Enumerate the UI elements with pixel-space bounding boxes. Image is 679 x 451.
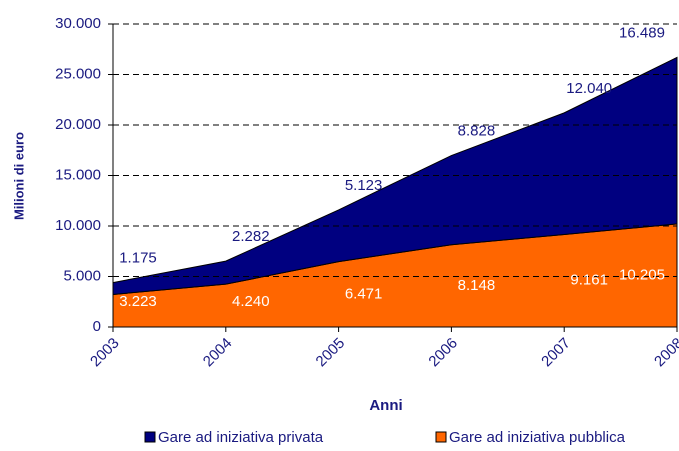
x-tick-label: 2008 bbox=[651, 335, 679, 371]
legend-label: Gare ad iniziativa pubblica bbox=[449, 429, 626, 446]
x-tick-label: 2006 bbox=[425, 335, 461, 371]
data-label: 9.161 bbox=[570, 272, 608, 289]
x-axis-label: Anni bbox=[369, 397, 402, 414]
data-label: 2.282 bbox=[232, 228, 270, 245]
y-tick-label: 25.000 bbox=[55, 65, 101, 82]
data-label: 3.223 bbox=[119, 293, 157, 310]
data-label: 8.828 bbox=[458, 123, 496, 140]
data-label: 4.240 bbox=[232, 293, 270, 310]
area bbox=[112, 56, 678, 295]
data-label: 6.471 bbox=[345, 285, 383, 302]
y-tick-label: 15.000 bbox=[55, 166, 101, 183]
data-label: 12.040 bbox=[566, 80, 612, 97]
legend-label: Gare ad iniziativa privata bbox=[158, 429, 324, 446]
x-tick-label: 2007 bbox=[538, 335, 574, 371]
data-label: 5.123 bbox=[345, 177, 383, 194]
data-label: 10.205 bbox=[619, 266, 665, 283]
y-axis-label: Milioni di euro bbox=[11, 132, 26, 220]
legend-swatch bbox=[144, 431, 156, 443]
y-tick-label: 5.000 bbox=[63, 267, 101, 284]
x-tick-label: 2004 bbox=[200, 335, 236, 371]
y-tick-label: 20.000 bbox=[55, 116, 101, 133]
y-tick-label: 10.000 bbox=[55, 217, 101, 234]
y-tick-label: 30.000 bbox=[55, 15, 101, 32]
y-tick-label: 0 bbox=[93, 318, 101, 335]
x-tick-label: 2003 bbox=[87, 335, 123, 371]
x-tick-label: 2005 bbox=[313, 335, 349, 371]
data-label: 16.489 bbox=[619, 24, 665, 41]
legend-swatch bbox=[435, 431, 447, 443]
data-label: 1.175 bbox=[119, 250, 157, 267]
data-label: 8.148 bbox=[458, 277, 496, 294]
